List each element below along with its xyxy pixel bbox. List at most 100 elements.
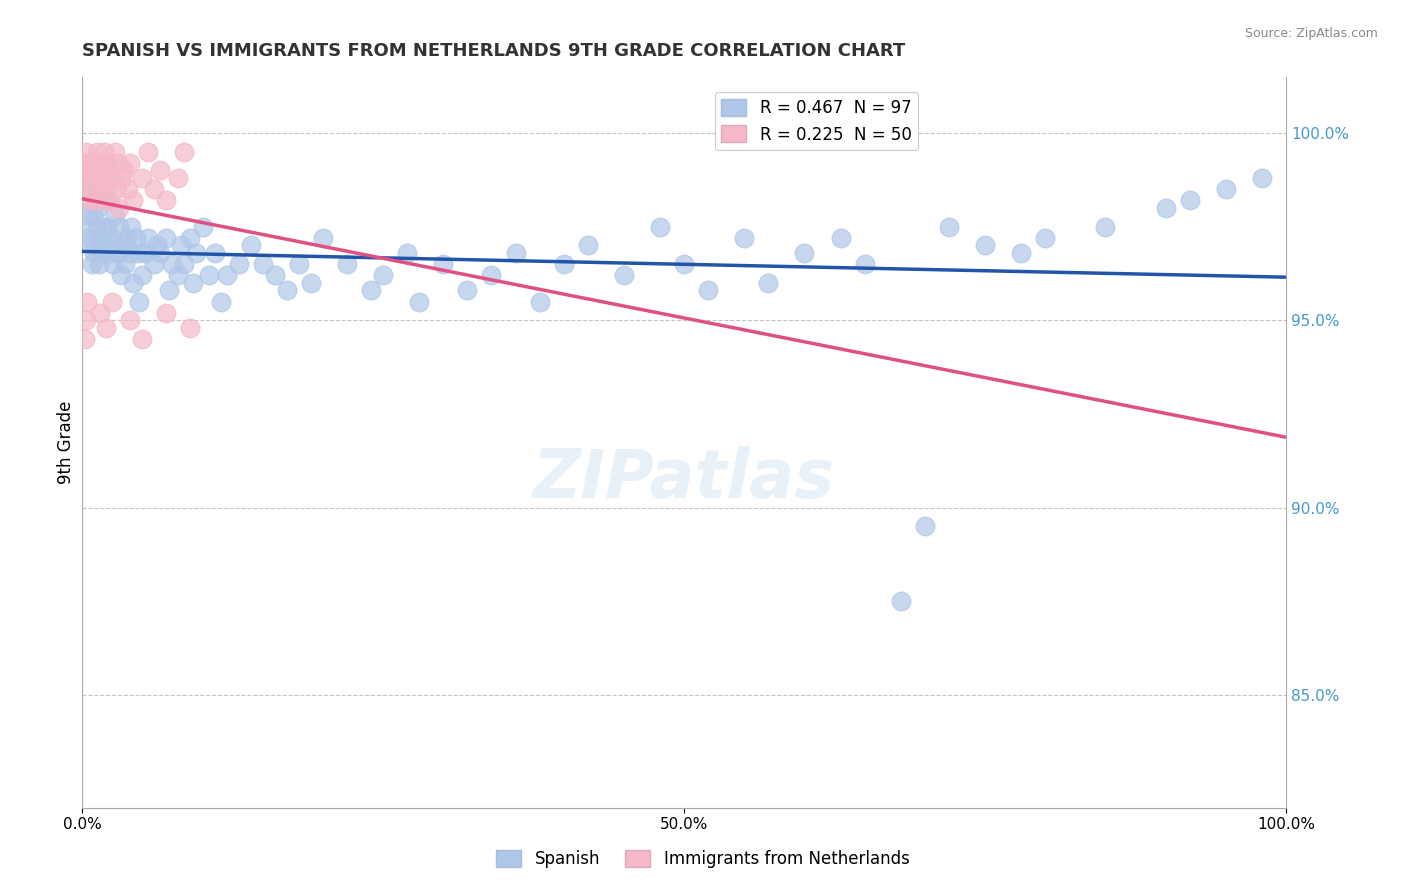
Point	[96, 194, 118, 208]
Text: SPANISH VS IMMIGRANTS FROM NETHERLANDS 9TH GRADE CORRELATION CHART: SPANISH VS IMMIGRANTS FROM NETHERLANDS 9…	[82, 42, 905, 60]
Point	[173, 145, 195, 159]
Point	[276, 283, 298, 297]
Point	[96, 320, 118, 334]
Point	[299, 276, 322, 290]
Point	[938, 219, 960, 234]
Point	[648, 219, 671, 234]
Point	[432, 257, 454, 271]
Point	[121, 276, 143, 290]
Point	[830, 231, 852, 245]
Point	[167, 268, 190, 283]
Point	[96, 156, 118, 170]
Point	[890, 594, 912, 608]
Point	[120, 156, 142, 170]
Point	[77, 182, 100, 196]
Point	[73, 332, 96, 346]
Point	[87, 170, 110, 185]
Point	[86, 219, 108, 234]
Point	[127, 245, 149, 260]
Point	[108, 201, 131, 215]
Point	[73, 170, 96, 185]
Point	[110, 268, 132, 283]
Point	[143, 257, 166, 271]
Point	[104, 238, 127, 252]
Point	[145, 238, 167, 252]
Point	[204, 245, 226, 260]
Point	[197, 268, 219, 283]
Point	[79, 238, 101, 252]
Legend: Spanish, Immigrants from Netherlands: Spanish, Immigrants from Netherlands	[489, 843, 917, 875]
Point	[576, 238, 599, 252]
Point	[162, 257, 184, 271]
Point	[90, 163, 112, 178]
Point	[1178, 194, 1201, 208]
Point	[155, 306, 177, 320]
Point	[90, 245, 112, 260]
Point	[239, 238, 262, 252]
Point	[101, 294, 124, 309]
Point	[186, 245, 208, 260]
Point	[125, 231, 148, 245]
Point	[112, 163, 135, 178]
Point	[131, 170, 153, 185]
Point	[138, 231, 160, 245]
Point	[86, 145, 108, 159]
Point	[697, 283, 720, 297]
Point	[733, 231, 755, 245]
Point	[167, 170, 190, 185]
Point	[101, 170, 124, 185]
Point	[157, 283, 180, 297]
Point	[82, 182, 104, 196]
Point	[76, 294, 98, 309]
Point	[505, 245, 527, 260]
Point	[87, 156, 110, 170]
Point	[481, 268, 503, 283]
Point	[1094, 219, 1116, 234]
Point	[104, 208, 127, 222]
Point	[131, 332, 153, 346]
Point	[1033, 231, 1056, 245]
Point	[79, 156, 101, 170]
Point	[82, 208, 104, 222]
Point	[76, 208, 98, 222]
Point	[112, 238, 135, 252]
Point	[371, 268, 394, 283]
Point	[1154, 201, 1177, 215]
Point	[179, 231, 201, 245]
Point	[312, 231, 335, 245]
Point	[155, 194, 177, 208]
Point	[89, 231, 111, 245]
Point	[914, 519, 936, 533]
Point	[87, 201, 110, 215]
Point	[103, 257, 125, 271]
Point	[613, 268, 636, 283]
Point	[91, 194, 114, 208]
Point	[104, 182, 127, 196]
Point	[756, 276, 779, 290]
Point	[121, 219, 143, 234]
Point	[1215, 182, 1237, 196]
Point	[96, 182, 118, 196]
Point	[131, 268, 153, 283]
Point	[87, 257, 110, 271]
Point	[120, 245, 142, 260]
Point	[89, 306, 111, 320]
Point	[77, 163, 100, 178]
Point	[79, 194, 101, 208]
Point	[138, 145, 160, 159]
Point	[1250, 170, 1272, 185]
Point	[107, 245, 129, 260]
Point	[94, 170, 117, 185]
Point	[143, 182, 166, 196]
Point	[93, 238, 115, 252]
Point	[107, 156, 129, 170]
Point	[120, 313, 142, 327]
Point	[128, 294, 150, 309]
Point	[673, 257, 696, 271]
Point	[108, 219, 131, 234]
Point	[91, 219, 114, 234]
Point	[73, 219, 96, 234]
Point	[170, 238, 193, 252]
Point	[134, 245, 156, 260]
Point	[215, 268, 238, 283]
